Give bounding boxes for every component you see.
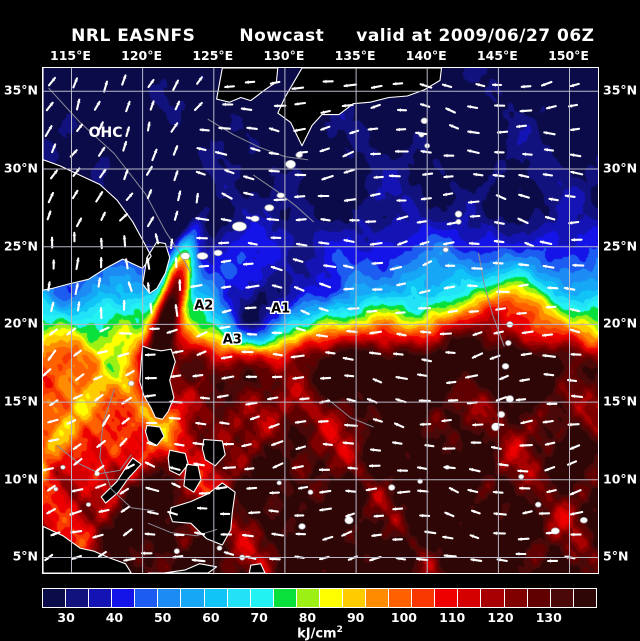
colorbar-cell-8[interactable] <box>227 589 251 607</box>
lon-tick-140: 140°E <box>405 48 447 63</box>
colorbar-cell-23[interactable] <box>573 589 596 607</box>
colorbar-cell-16[interactable] <box>412 589 436 607</box>
colorbar-tick-60: 60 <box>202 610 220 625</box>
lat-tick-right-30: 30°N <box>603 160 638 176</box>
title-valid-time: valid at 2009/06/27 06Z <box>356 26 595 46</box>
colorbar-tick-90: 90 <box>346 610 365 625</box>
colorbar-cell-4[interactable] <box>135 589 159 607</box>
colorbar-cell-12[interactable] <box>319 589 344 607</box>
lon-tick-125: 125°E <box>192 48 234 63</box>
lon-tick-115: 115°E <box>50 48 91 63</box>
colorbar-cell-2[interactable] <box>89 589 113 607</box>
colorbar-cell-10[interactable] <box>273 589 297 607</box>
lat-tick-left-15: 15°N <box>3 393 38 409</box>
colorbar-units-exponent: 2 <box>336 625 343 635</box>
ohc-field-canvas <box>43 68 598 573</box>
colorbar-cell-20[interactable] <box>504 589 528 607</box>
colorbar-tick-40: 40 <box>105 610 124 625</box>
colorbar-cell-17[interactable] <box>435 589 459 607</box>
lat-tick-left-25: 25°N <box>3 238 38 254</box>
colorbar-tick-80: 80 <box>298 610 317 625</box>
lon-tick-135: 135°E <box>334 48 376 63</box>
colorbar-cell-9[interactable] <box>250 589 274 607</box>
lat-tick-right-20: 20°N <box>603 315 638 331</box>
lon-tick-150: 150°E <box>548 48 589 63</box>
lat-tick-right-10: 10°N <box>603 471 638 487</box>
colorbar-units-text: kJ/cm <box>297 626 337 641</box>
colorbar-cell-7[interactable] <box>204 589 228 607</box>
colorbar-tick-120: 120 <box>487 610 514 625</box>
colorbar-tick-100: 100 <box>390 610 417 625</box>
lon-tick-120: 120°E <box>121 48 163 63</box>
colorbar-cell-11[interactable] <box>296 589 320 607</box>
map-label-a2: A2 <box>194 298 214 314</box>
colorbar-cell-3[interactable] <box>112 589 136 607</box>
lat-tick-right-25: 25°N <box>603 238 638 254</box>
colorbar-cell-22[interactable] <box>550 589 574 607</box>
ohc-map-plot[interactable]: OHC A1 A2 A3 <box>42 67 599 574</box>
lat-tick-left-30: 30°N <box>3 160 38 176</box>
lat-tick-left-10: 10°N <box>3 471 38 487</box>
colorbar-cell-0[interactable] <box>43 589 67 607</box>
colorbar-cell-6[interactable] <box>181 589 205 607</box>
colorbar-tick-30: 30 <box>57 610 75 625</box>
colorbar-cell-13[interactable] <box>343 589 367 607</box>
colorbar-cell-14[interactable] <box>366 589 390 607</box>
map-label-a3: A3 <box>222 332 242 348</box>
colorbar-tick-110: 110 <box>439 610 466 625</box>
lat-tick-left-5: 5°N <box>12 548 38 564</box>
colorbar-units-label: kJ/cm2 <box>0 625 640 641</box>
map-label-ohc: OHC <box>88 125 123 142</box>
lat-tick-right-15: 15°N <box>603 393 638 409</box>
colorbar-tick-50: 50 <box>153 610 172 625</box>
colorbar-cell-15[interactable] <box>389 589 413 607</box>
colorbar-tick-70: 70 <box>250 610 268 625</box>
colorbar-cell-21[interactable] <box>527 589 551 607</box>
lat-tick-left-20: 20°N <box>3 315 38 331</box>
lat-tick-right-35: 35°N <box>603 82 638 98</box>
lon-tick-145: 145°E <box>476 48 518 63</box>
colorbar-cell-18[interactable] <box>458 589 482 607</box>
colorbar-cell-19[interactable] <box>481 589 505 607</box>
title-agency: NRL EASNFS <box>71 26 196 46</box>
title-mode: Nowcast <box>239 26 325 46</box>
colorbar[interactable] <box>42 588 597 608</box>
colorbar-cell-1[interactable] <box>66 589 90 607</box>
lat-tick-left-35: 35°N <box>3 82 38 98</box>
page-title: NRL EASNFS Nowcast valid at 2009/06/27 06Z <box>0 6 640 46</box>
map-label-a1: A1 <box>271 301 291 317</box>
lat-tick-right-5: 5°N <box>603 548 629 564</box>
colorbar-cell-5[interactable] <box>158 589 182 607</box>
colorbar-tick-130: 130 <box>535 610 562 625</box>
lon-tick-130: 130°E <box>263 48 305 63</box>
